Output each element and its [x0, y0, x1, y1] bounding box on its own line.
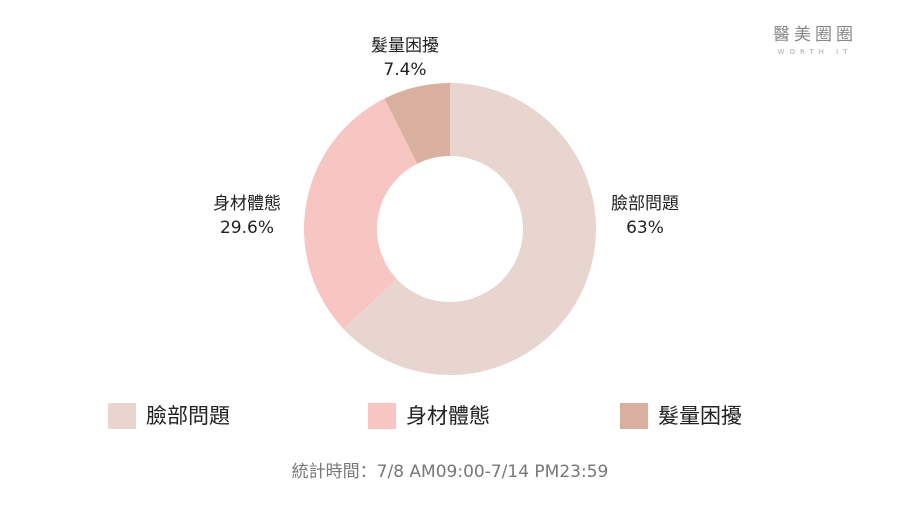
slice-category: 身材體態 — [213, 194, 281, 214]
brand-name: 醫美圈圈 — [773, 25, 857, 45]
donut-slice — [384, 83, 450, 164]
legend-label: 髮量困擾 — [658, 404, 742, 428]
legend-label: 身材體態 — [406, 404, 490, 428]
legend-label: 臉部問題 — [146, 404, 230, 428]
footnote: 統計時間：7/8 AM09:00-7/14 PM23:59 — [292, 462, 609, 482]
slice-category: 髮量困擾 — [371, 36, 439, 56]
donut-slice — [343, 83, 596, 375]
slice-category: 臉部問題 — [611, 194, 679, 214]
slice-value-label: 29.6% — [220, 218, 274, 238]
legend-swatch — [108, 403, 136, 429]
slice-value-label: 7.4% — [383, 60, 426, 80]
slice-value-label: 63% — [626, 218, 664, 238]
brand-tagline: WORTH IT — [778, 48, 853, 56]
donut-slice — [303, 98, 418, 329]
legend-swatch — [368, 403, 396, 429]
legend-swatch — [620, 403, 648, 429]
